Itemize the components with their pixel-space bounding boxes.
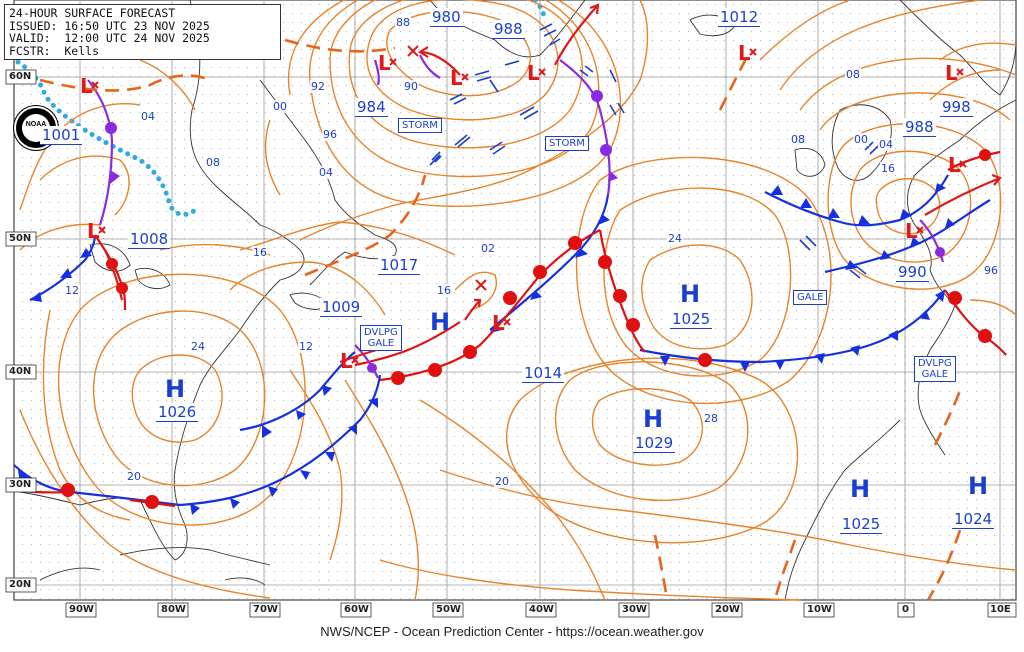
lon-label-boxes xyxy=(65,602,1017,618)
isobar-value-label: 12 xyxy=(64,284,80,297)
lat-label: 20N xyxy=(9,579,32,590)
isobar-value-label: 24 xyxy=(667,232,683,245)
isobar-value-label: 16 xyxy=(436,284,452,297)
header-box: 24-HOUR SURFACE FORECAST ISSUED: 16:50 UT… xyxy=(4,4,281,60)
svg-text:L: L xyxy=(905,219,918,243)
noaa-logo-text: NOAA xyxy=(25,121,47,128)
isobar-value-label: 00 xyxy=(853,133,869,146)
isobar-value-label: 08 xyxy=(790,133,806,146)
low-pressure-label: 980 xyxy=(430,8,463,27)
isobar-value-label: 16 xyxy=(880,162,896,175)
isobar-value-label: 92 xyxy=(310,80,326,93)
ice-edge xyxy=(15,0,548,218)
wind-barbs xyxy=(429,23,879,279)
low-symbols: L L L L L L L L L L L xyxy=(80,41,967,373)
lon-label: 30W xyxy=(622,604,647,615)
lon-label: 50W xyxy=(436,604,461,615)
isobar-value-label: 12 xyxy=(298,340,314,353)
warm-front-semicircles xyxy=(61,149,992,509)
warning-box: STORM xyxy=(398,118,442,133)
isobar-value-label: 04 xyxy=(140,110,156,123)
lon-label: 10E xyxy=(990,604,1011,615)
lat-label: 60N xyxy=(9,71,32,82)
lat-label: 50N xyxy=(9,233,32,244)
map-frame xyxy=(13,0,1017,601)
isobar-value-label: 16 xyxy=(252,246,268,259)
isobar-value-label: 02 xyxy=(480,242,496,255)
isobars xyxy=(19,0,1017,601)
warning-box: DVLPG GALE xyxy=(914,356,956,382)
low-pressure-label: 1014 xyxy=(522,364,565,383)
lon-label: 40W xyxy=(529,604,554,615)
lon-label: 20W xyxy=(715,604,740,615)
isobar-value-label: 28 xyxy=(703,412,719,425)
warning-box: GALE xyxy=(793,290,828,305)
isobar-value-label: 24 xyxy=(190,340,206,353)
lat-label: 40N xyxy=(9,366,32,377)
high-pressure-label: 1026 xyxy=(156,403,199,422)
isobar-value-label: 04 xyxy=(878,138,894,151)
svg-text:L: L xyxy=(945,61,958,85)
svg-text:L: L xyxy=(450,66,463,90)
high-center-letter: H xyxy=(850,475,871,503)
low-pressure-label: 1009 xyxy=(320,298,363,317)
low-pressure-label: 988 xyxy=(903,118,936,137)
high-pressure-label: 1025 xyxy=(670,310,713,329)
lon-label: 0 xyxy=(902,604,909,615)
low-pressure-label: 984 xyxy=(355,98,388,117)
warning-box: DVLPG GALE xyxy=(360,325,402,351)
isobar-value-label: 04 xyxy=(318,166,334,179)
high-center-letter: H xyxy=(165,375,186,403)
isobar-value-label: 90 xyxy=(403,80,419,93)
svg-text:L: L xyxy=(492,311,505,335)
svg-text:L: L xyxy=(378,51,391,75)
header-issued: ISSUED: 16:50 UTC 23 NOV 2025 xyxy=(9,18,210,33)
occluded-front-symbols xyxy=(105,90,945,373)
high-center-letter: H xyxy=(430,308,451,336)
low-pressure-label: 998 xyxy=(940,98,973,117)
low-pressure-label: 990 xyxy=(896,263,929,282)
lon-label: 90W xyxy=(69,604,94,615)
isobar-value-label: 20 xyxy=(494,475,510,488)
low-pressure-label: 1008 xyxy=(128,230,171,249)
lon-label: 60W xyxy=(344,604,369,615)
high-center-letter: H xyxy=(968,472,989,500)
footer-credit: NWS/NCEP - Ocean Prediction Center - htt… xyxy=(320,624,704,639)
header-title: 24-HOUR SURFACE FORECAST xyxy=(9,6,176,20)
header-forecaster: FCSTR: Kells xyxy=(9,43,100,58)
svg-text:L: L xyxy=(948,153,961,177)
isobar-value-label: 96 xyxy=(983,264,999,277)
svg-text:L: L xyxy=(527,61,540,85)
svg-text:L: L xyxy=(340,349,353,373)
svg-text:L: L xyxy=(80,74,93,98)
high-pressure-label: 1024 xyxy=(952,510,995,529)
isobar-value-label: 08 xyxy=(845,68,861,81)
high-pressure-label: 1029 xyxy=(633,434,676,453)
lat-label: 30N xyxy=(9,479,32,490)
lon-label: 80W xyxy=(161,604,186,615)
troughs xyxy=(39,38,964,601)
high-center-letter: H xyxy=(643,405,664,433)
svg-text:L: L xyxy=(738,41,751,65)
high-center-letter: H xyxy=(680,280,701,308)
low-pressure-label: 1012 xyxy=(718,8,761,27)
low-pressure-label: 1001 xyxy=(40,126,83,145)
lon-label: 10W xyxy=(807,604,832,615)
high-pressure-label: 1025 xyxy=(840,515,883,534)
lat-label-boxes xyxy=(5,69,37,593)
lon-label: 70W xyxy=(253,604,278,615)
low-pressure-label: 988 xyxy=(492,20,525,39)
isobar-value-label: 88 xyxy=(395,16,411,29)
low-pressure-label: 1017 xyxy=(378,256,421,275)
isobar-value-label: 00 xyxy=(272,100,288,113)
header-valid: VALID: 12:00 UTC 24 NOV 2025 xyxy=(9,31,210,45)
isobar-value-label: 96 xyxy=(322,128,338,141)
isobar-value-label: 08 xyxy=(205,156,221,169)
isobar-value-label: 20 xyxy=(126,470,142,483)
svg-text:L: L xyxy=(87,219,100,243)
warning-box: STORM xyxy=(545,136,589,151)
